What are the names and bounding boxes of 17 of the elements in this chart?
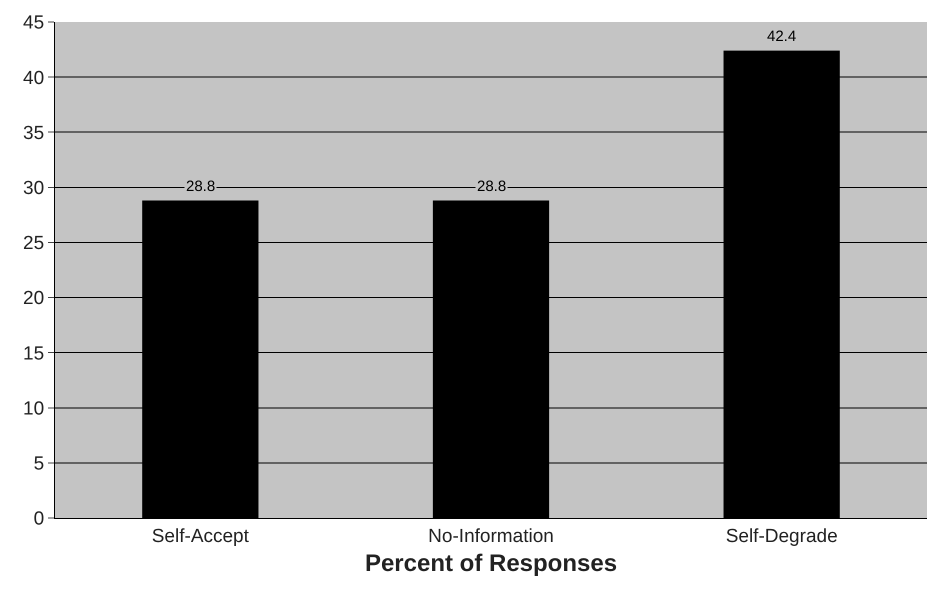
data-label: 28.8 [186,178,216,195]
y-tick-label: 45 [23,12,44,34]
y-tick-label: 40 [23,68,44,89]
y-tick-label: 30 [23,178,44,199]
y-tick-label: 25 [23,233,44,254]
y-tick-label: 5 [34,454,44,475]
y-tick-label: 10 [23,398,44,420]
x-tick-label: Self-Accept [152,526,250,547]
y-tick-label: 0 [34,508,44,530]
x-tick-label: No-Information [428,526,554,547]
data-label: 42.4 [767,28,796,45]
x-tick-label: Self-Degrade [726,526,838,547]
y-tick-label: 35 [23,122,44,144]
y-tick-label: 20 [23,288,44,310]
data-label: 28.8 [477,178,506,195]
y-tick-label: 15 [23,343,44,364]
x-axis-title: Percent of Responses [364,550,618,578]
